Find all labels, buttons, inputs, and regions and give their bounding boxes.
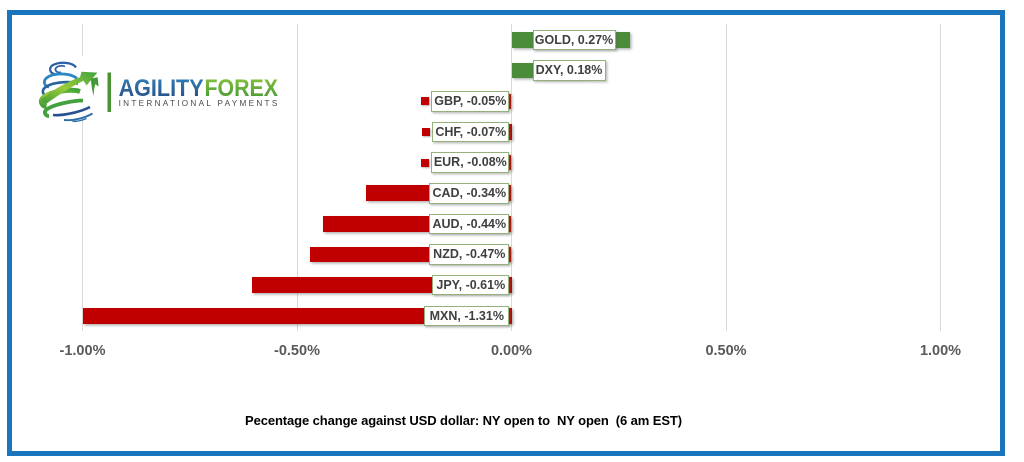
svg-text:AGILITY: AGILITY: [119, 75, 204, 102]
svg-text:FOREX: FOREX: [205, 75, 279, 102]
svg-text:INTERNATIONAL PAYMENTS: INTERNATIONAL PAYMENTS: [119, 98, 280, 108]
